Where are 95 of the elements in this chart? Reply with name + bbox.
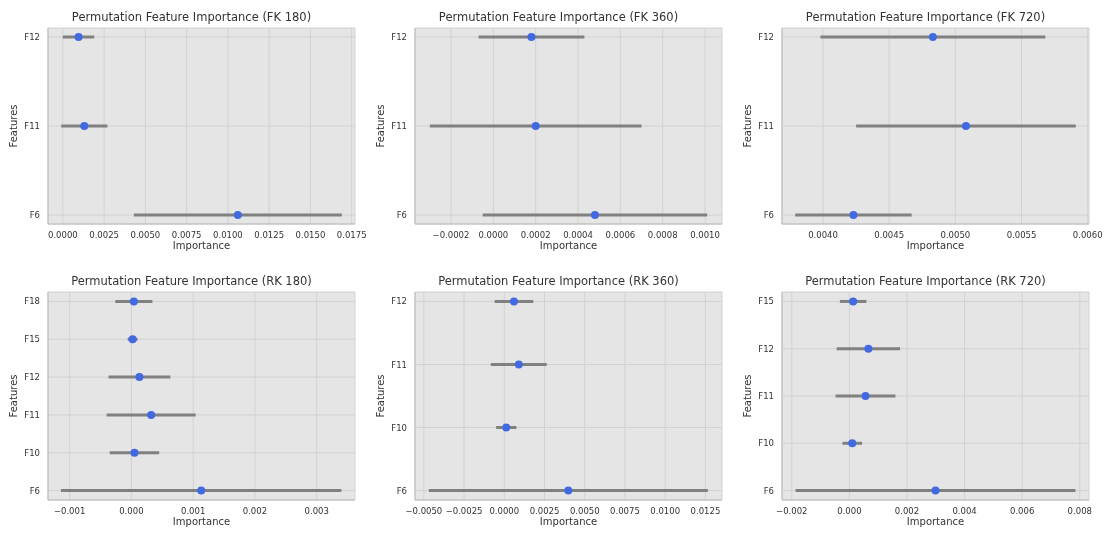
x-tick-label: 0.0100 [650, 506, 681, 517]
y-tick-label: F11 [758, 391, 774, 402]
point [197, 486, 206, 495]
point [130, 448, 139, 457]
x-tick-label: −0.002 [776, 506, 808, 517]
x-tick-label: 0.0002 [520, 230, 551, 241]
chart-title: Permutation Feature Importance (RK 360) [437, 273, 680, 290]
point [135, 373, 144, 382]
y-tick-label: F6 [29, 210, 40, 221]
x-tick-label: 0.002 [894, 506, 920, 517]
y-tick-label: F12 [391, 296, 407, 307]
x-axis-title: Importance [172, 516, 231, 527]
y-tick-label: F12 [758, 31, 774, 42]
y-axis-title: Features [374, 104, 386, 148]
y-tick-label: F6 [396, 485, 407, 496]
y-tick-label: F15 [24, 334, 40, 345]
y-tick-label: F11 [758, 121, 774, 132]
x-tick-label: 0.006 [1010, 506, 1035, 517]
chart-title: Permutation Feature Importance (RK 720) [804, 273, 1047, 290]
x-tick-label: 0.0175 [336, 230, 367, 241]
y-axis-title: Features [741, 374, 753, 418]
x-tick-label: −0.001 [53, 506, 86, 517]
point [861, 392, 870, 400]
y-axis-title: Features [741, 104, 753, 148]
y-tick-label: F6 [29, 485, 40, 496]
chart-title: Permutation Feature Importance (RK 180) [70, 273, 313, 290]
x-tick-label: 0.0125 [690, 506, 721, 517]
chart-title: Permutation Feature Importance (FK 180) [70, 9, 313, 26]
x-tick-label: −0.0025 [445, 506, 483, 517]
y-axis-title: Features [7, 374, 19, 418]
point [502, 423, 511, 432]
point [147, 410, 156, 419]
x-tick-label: 0.003 [304, 506, 329, 517]
x-tick-label: 0.0050 [569, 506, 600, 517]
x-tick-label: 0.0100 [213, 230, 243, 241]
point [849, 297, 858, 306]
x-tick-label: 0.000 [119, 506, 144, 517]
x-tick-label: 0.0025 [89, 230, 119, 241]
y-tick-label: F6 [763, 485, 774, 496]
y-axis-title: Features [7, 104, 19, 148]
point [514, 360, 523, 369]
x-tick-label: 0.000 [837, 506, 862, 517]
y-tick-label: F10 [758, 438, 774, 449]
y-tick-label: F6 [396, 210, 407, 221]
y-tick-label: F12 [24, 372, 40, 383]
point [564, 486, 573, 495]
x-tick-label: 0.0075 [610, 506, 640, 517]
y-axis-title: Features [374, 374, 386, 418]
x-axis-title: Importance [539, 240, 598, 251]
x-tick-label: −0.0002 [432, 230, 470, 241]
x-axis-title: Importance [539, 516, 598, 527]
y-tick-label: F11 [24, 121, 40, 132]
point [931, 486, 940, 495]
y-tick-label: F6 [763, 210, 774, 221]
y-tick-label: F11 [24, 409, 40, 420]
point [509, 297, 518, 306]
x-axis-title: Importance [906, 516, 965, 527]
x-tick-label: 0.002 [242, 506, 268, 517]
x-axis-title: Importance [172, 240, 231, 251]
x-tick-label: 0.001 [180, 506, 206, 517]
x-tick-label: −0.0050 [405, 506, 443, 517]
y-tick-label: F12 [391, 31, 407, 42]
y-tick-label: F12 [24, 31, 40, 42]
x-tick-label: 0.0075 [171, 230, 202, 241]
x-tick-label: 0.0045 [874, 230, 905, 241]
y-tick-label: F10 [391, 422, 407, 433]
y-tick-label: F10 [24, 447, 40, 458]
x-tick-label: 0.0010 [690, 230, 720, 241]
x-tick-label: 0.0008 [647, 230, 678, 241]
x-tick-label: 0.004 [952, 506, 977, 517]
point [848, 439, 857, 448]
x-tick-label: 0.0050 [940, 230, 971, 241]
point [129, 297, 138, 306]
x-tick-label: 0.0060 [1072, 230, 1103, 241]
x-tick-label: 0.0006 [605, 230, 636, 241]
x-tick-label: 0.0000 [47, 230, 78, 241]
x-tick-label: 0.0025 [529, 506, 560, 517]
y-tick-label: F11 [391, 121, 407, 132]
x-tick-label: 0.0125 [254, 230, 285, 241]
x-tick-label: 0.0040 [808, 230, 838, 241]
x-tick-label: 0.0000 [489, 506, 520, 517]
y-tick-label: F18 [24, 296, 40, 307]
x-tick-label: 0.0055 [1006, 230, 1037, 241]
x-tick-label: 0.008 [1067, 506, 1092, 517]
x-axis-title: Importance [906, 240, 965, 251]
x-tick-label: 0.0150 [295, 230, 326, 241]
y-tick-label: F11 [391, 359, 407, 370]
x-tick-label: 0.0000 [478, 230, 509, 241]
point [864, 344, 873, 353]
x-tick-label: 0.0050 [130, 230, 161, 241]
y-tick-label: F15 [758, 296, 774, 307]
chart-title: Permutation Feature Importance (FK 360) [437, 9, 680, 26]
chart-title: Permutation Feature Importance (FK 720) [804, 9, 1047, 26]
y-tick-label: F12 [758, 343, 774, 354]
x-tick-label: 0.0004 [563, 230, 593, 241]
